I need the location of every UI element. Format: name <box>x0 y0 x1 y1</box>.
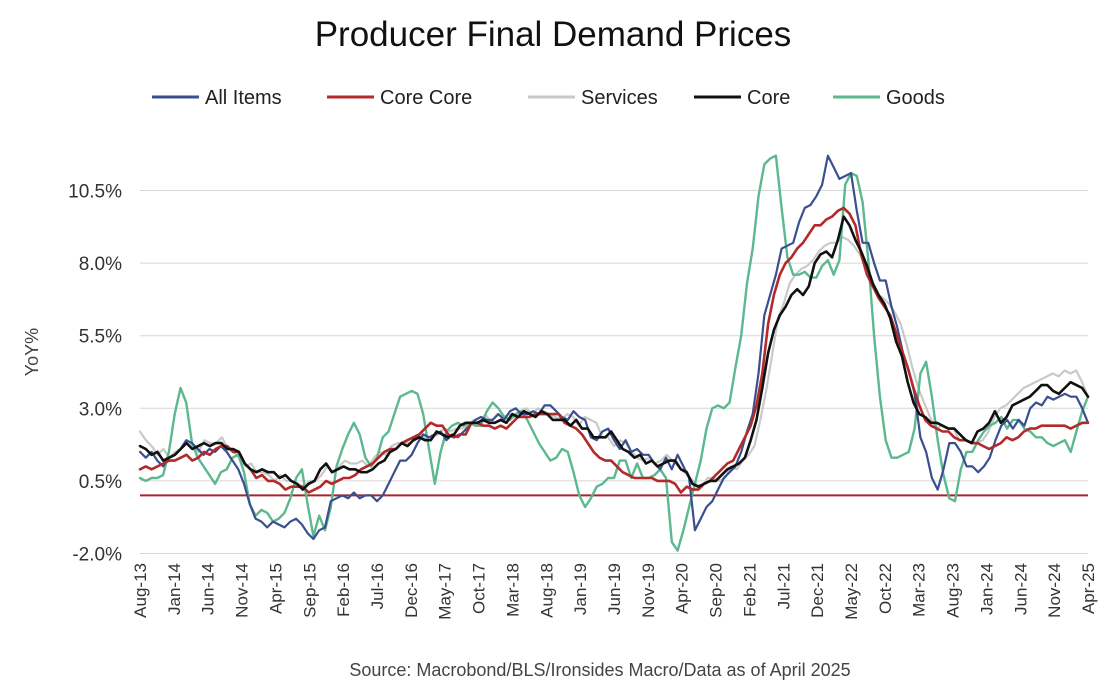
x-tick-label: Aug-13 <box>131 563 150 618</box>
x-tick-label: Aug-18 <box>537 563 556 618</box>
source-note: Source: Macrobond/BLS/Ironsides Macro/Da… <box>349 660 850 680</box>
x-tick-label: Apr-25 <box>1079 563 1098 614</box>
x-tick-label: Jul-16 <box>368 563 387 609</box>
x-tick-label: Feb-16 <box>334 563 353 617</box>
x-tick-label: Mar-18 <box>503 563 522 617</box>
series-line-core <box>138 215 1090 491</box>
x-tick-label: Jun-14 <box>199 563 218 615</box>
legend-label-all-items: All Items <box>205 87 282 109</box>
y-tick-label: 5.5% <box>79 327 122 348</box>
legend-label-goods: Goods <box>886 87 945 109</box>
x-tick-label: Mar-23 <box>910 563 929 617</box>
x-tick-label: Sep-15 <box>300 563 319 618</box>
legend: All Items Core Core Services Core Goods <box>152 87 945 109</box>
series-layer <box>138 154 1090 552</box>
x-tick-label: Jun-24 <box>1011 563 1030 615</box>
x-tick-label: Apr-15 <box>266 563 285 614</box>
x-tick-label: Jan-19 <box>571 563 590 615</box>
series-line-all-items <box>138 154 1090 541</box>
x-tick-label: Nov-19 <box>639 563 658 618</box>
x-axis: Aug-13 Jan-14 Jun-14 Nov-14 Apr-15 Sep-15 Feb-… <box>131 563 1098 620</box>
x-tick-label: Sep-20 <box>707 563 726 618</box>
x-tick-label: May-17 <box>436 563 455 620</box>
x-tick-label: May-22 <box>842 563 861 620</box>
x-tick-label: Nov-24 <box>1045 563 1064 618</box>
y-tick-label: -2.0% <box>72 545 122 566</box>
series-line-services <box>138 235 1090 488</box>
x-tick-label: Apr-20 <box>673 563 692 614</box>
legend-label-core: Core <box>747 87 790 109</box>
y-tick-label: 3.0% <box>79 399 122 420</box>
chart-title: Producer Final Demand Prices <box>315 15 792 54</box>
series-line-goods <box>138 154 1090 552</box>
x-tick-label: Nov-14 <box>233 563 252 618</box>
x-tick-label: Feb-21 <box>740 563 759 617</box>
x-tick-label: Jan-14 <box>165 563 184 615</box>
y-tick-label: 0.5% <box>79 472 122 493</box>
x-tick-label: Jul-21 <box>774 563 793 609</box>
x-tick-label: Oct-22 <box>876 563 895 614</box>
y-axis-label: YoY% <box>22 328 42 376</box>
x-tick-label: Dec-16 <box>402 563 421 618</box>
legend-label-services: Services <box>581 87 658 109</box>
x-tick-label: Jan-24 <box>977 563 996 615</box>
y-tick-label: 8.0% <box>79 254 122 275</box>
x-tick-label: Dec-21 <box>808 563 827 618</box>
legend-label-core-core: Core Core <box>380 87 472 109</box>
y-axis: -2.0% 0.5% 3.0% 5.5% 8.0% 10.5% <box>68 182 122 566</box>
grid <box>140 190 1088 554</box>
series-line-core-core <box>138 206 1090 494</box>
y-tick-label: 10.5% <box>68 182 122 203</box>
x-tick-label: Oct-17 <box>470 563 489 614</box>
x-tick-label: Aug-23 <box>944 563 963 618</box>
x-tick-label: Jun-19 <box>605 563 624 615</box>
